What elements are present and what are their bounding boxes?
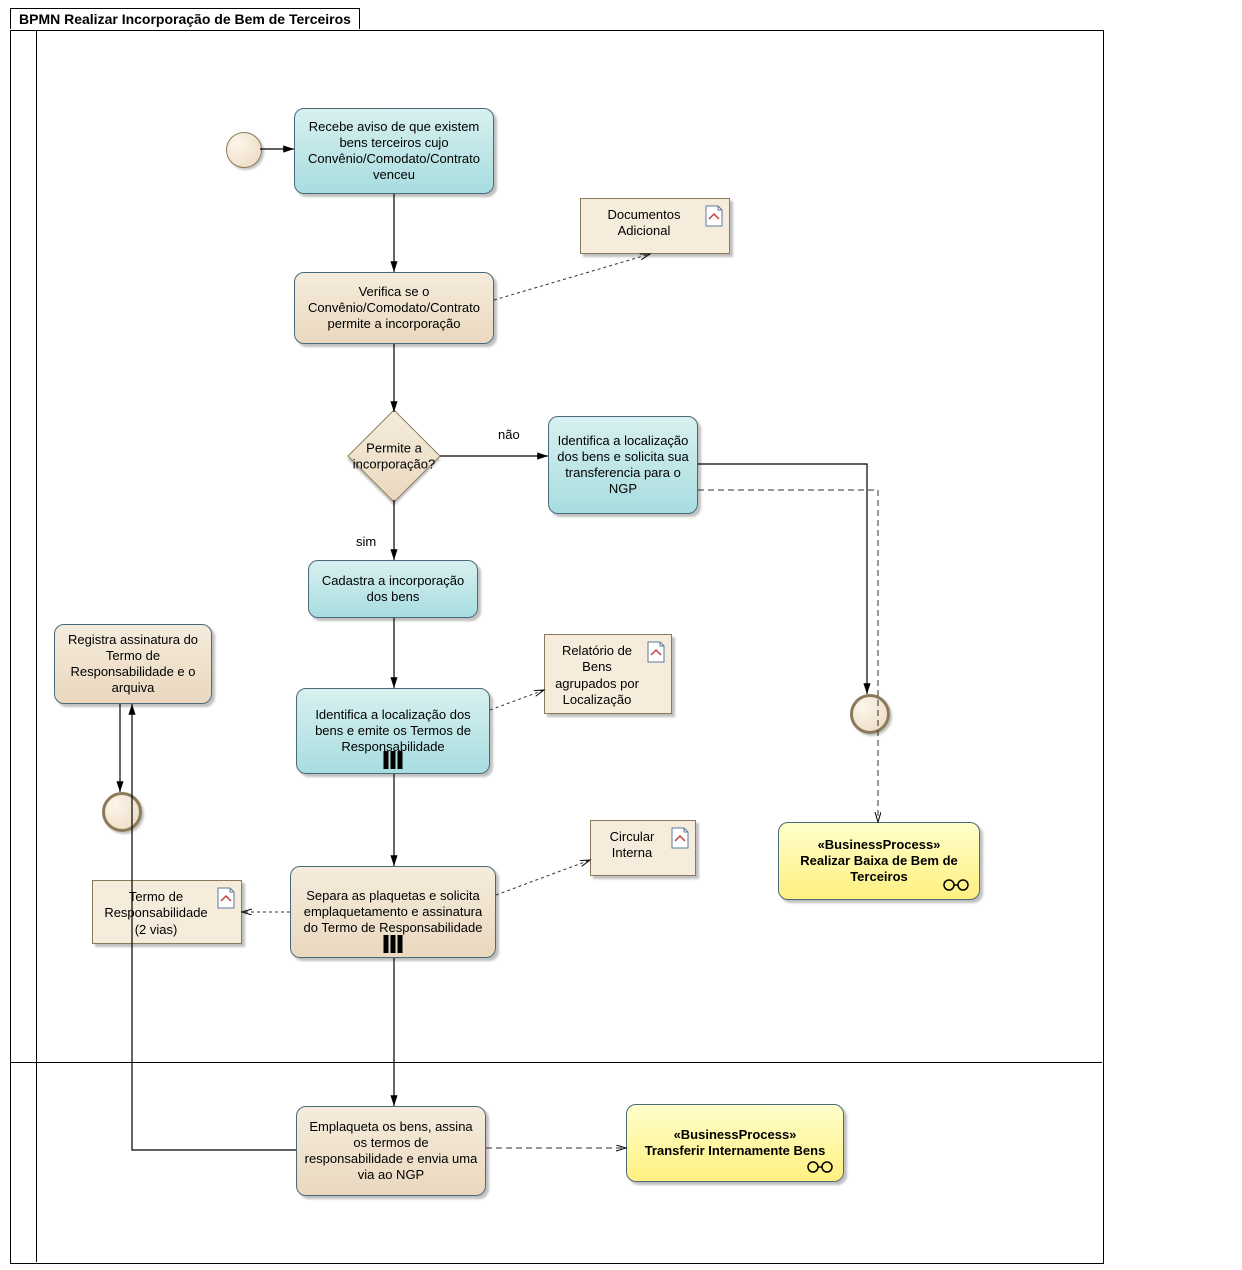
document-icon xyxy=(671,827,689,849)
bpmn-canvas: BPMN Realizar Incorporação de Bem de Ter… xyxy=(0,0,1242,1270)
task-label: Emplaqueta os bens, assina os termos de … xyxy=(303,1119,479,1184)
edge-label-sim: sim xyxy=(356,534,376,549)
task-separa-plaquetas: Separa as plaquetas e solicita emplaquet… xyxy=(290,866,496,958)
stereotype: «BusinessProcess» xyxy=(818,837,941,853)
dataobj-label: Circular Interna xyxy=(599,829,665,862)
dataobj-label: Termo de Responsabilidade (2 vias) xyxy=(101,889,211,938)
task-label: Separa as plaquetas e solicita emplaquet… xyxy=(297,888,489,937)
gateway-permite: Permite a incorporação? xyxy=(362,424,426,488)
document-icon xyxy=(217,887,235,909)
bp-transferir-bens: «BusinessProcess» Transferir Internament… xyxy=(626,1104,844,1182)
task-registra-assinatura: Registra assinatura do Termo de Responsa… xyxy=(54,624,212,704)
bp-realizar-baixa: «BusinessProcess» Realizar Baixa de Bem … xyxy=(778,822,980,900)
lane-divider xyxy=(10,1062,1102,1063)
task-identifica-emite: Identifica a localização dos bens e emit… xyxy=(296,688,490,774)
gateway-label: Permite a incorporação? xyxy=(349,440,439,471)
task-label: Transferir Internamente Bens xyxy=(645,1143,826,1159)
task-label: Recebe aviso de que existem bens terceir… xyxy=(301,119,487,184)
end-event-2 xyxy=(850,694,890,734)
task-label: Registra assinatura do Termo de Responsa… xyxy=(61,632,205,697)
task-verifica: Verifica se o Convênio/Comodato/Contrato… xyxy=(294,272,494,344)
task-label: Identifica a localização dos bens e soli… xyxy=(555,433,691,498)
glasses-icon xyxy=(807,1161,833,1173)
document-icon xyxy=(705,205,723,227)
start-event xyxy=(226,132,262,168)
lane-cell-divider xyxy=(36,1062,37,1262)
lane-header-col xyxy=(10,30,37,1262)
task-identifica-solicita: Identifica a localização dos bens e soli… xyxy=(548,416,698,514)
task-emplaqueta: Emplaqueta os bens, assina os termos de … xyxy=(296,1106,486,1196)
edge-label-nao: não xyxy=(498,427,520,442)
end-event-1 xyxy=(102,792,142,832)
dataobj-label: Relatório de Bens agrupados por Localiza… xyxy=(553,643,641,708)
dataobj-label: Documentos Adicional xyxy=(589,207,699,240)
task-label: Cadastra a incorporação dos bens xyxy=(315,573,471,606)
do-relatorio-bens: Relatório de Bens agrupados por Localiza… xyxy=(544,634,672,714)
task-recebe-aviso: Recebe aviso de que existem bens terceir… xyxy=(294,108,494,194)
diagram-title: BPMN Realizar Incorporação de Bem de Ter… xyxy=(19,11,351,27)
do-termo-responsabilidade: Termo de Responsabilidade (2 vias) xyxy=(92,880,242,944)
glasses-icon xyxy=(943,879,969,891)
diagram-title-tab: BPMN Realizar Incorporação de Bem de Ter… xyxy=(10,8,360,29)
parallel-marker-icon xyxy=(384,935,403,953)
task-cadastra: Cadastra a incorporação dos bens xyxy=(308,560,478,618)
task-label: Identifica a localização dos bens e emit… xyxy=(303,707,483,756)
do-documentos-adicional: Documentos Adicional xyxy=(580,198,730,254)
stereotype: «BusinessProcess» xyxy=(674,1127,797,1143)
document-icon xyxy=(647,641,665,663)
do-circular-interna: Circular Interna xyxy=(590,820,696,876)
task-label: Verifica se o Convênio/Comodato/Contrato… xyxy=(301,284,487,333)
parallel-marker-icon xyxy=(384,751,403,769)
